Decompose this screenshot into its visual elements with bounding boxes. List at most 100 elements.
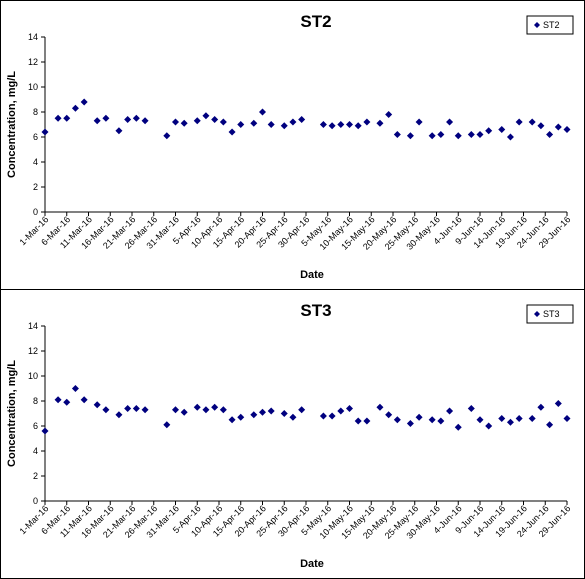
data-point-st2 [63, 114, 71, 122]
data-point-st2 [319, 121, 327, 128]
y-tick-label: 6 [33, 421, 38, 431]
data-point-st3 [476, 416, 484, 424]
data-point-st2 [93, 117, 101, 125]
data-point-st2 [393, 131, 401, 138]
data-point-st2 [485, 127, 493, 135]
data-point-st2 [219, 118, 227, 126]
data-point-st2 [202, 112, 210, 120]
chart-title: ST3 [300, 301, 331, 320]
data-point-st2 [132, 114, 140, 122]
data-point-st3 [193, 403, 201, 411]
y-tick-label: 10 [28, 371, 38, 381]
data-point-st3 [132, 405, 140, 412]
y-tick-label: 14 [28, 32, 38, 42]
y-tick-label: 14 [28, 321, 38, 331]
data-point-st3 [219, 406, 227, 414]
y-tick-label: 0 [33, 496, 38, 506]
y-axis-label: Concentration, mg/L [6, 71, 18, 178]
data-point-st3 [280, 410, 288, 417]
data-point-st2 [289, 118, 297, 126]
data-point-st2 [385, 111, 393, 118]
data-point-st3 [80, 396, 88, 404]
data-point-st2 [498, 126, 506, 133]
data-point-st2 [506, 133, 514, 141]
data-point-st2 [211, 116, 219, 123]
data-point-st3 [298, 406, 306, 414]
data-point-st3 [506, 418, 514, 426]
data-point-st3 [563, 415, 571, 422]
data-point-st2 [54, 114, 62, 122]
data-point-st3 [393, 416, 401, 424]
data-point-st3 [467, 405, 475, 412]
data-point-st2 [454, 132, 462, 140]
data-point-st2 [172, 118, 179, 126]
data-point-st2 [376, 119, 384, 127]
data-point-st2 [228, 128, 236, 136]
legend: ST3 [526, 304, 574, 324]
data-point-st2 [124, 116, 132, 123]
legend-label: ST3 [543, 309, 560, 319]
data-point-st3 [259, 408, 266, 416]
y-tick-label: 4 [33, 157, 38, 167]
data-point-st3 [554, 400, 562, 407]
data-point-st2 [437, 131, 445, 138]
legend: ST2 [526, 15, 574, 35]
chart-st2: ST2024681012141-Mar-166-Mar-1611-Mar-161… [6, 12, 574, 281]
data-point-st2 [446, 118, 454, 126]
y-tick-label: 10 [28, 82, 38, 92]
chart-panel-st3: ST3 0 2 4 6 8 10 12 14 1-Mar-16 6-Mar-16 11-Mar-16 1… [0, 289, 585, 579]
data-point-st2 [102, 114, 110, 122]
data-point-st2 [337, 121, 345, 128]
data-point-st3 [141, 406, 149, 414]
legend-box [526, 304, 574, 324]
data-point-st2 [415, 118, 423, 126]
data-point-st3 [406, 420, 414, 427]
y-tick-label: 8 [33, 107, 38, 117]
data-point-st3 [180, 408, 188, 416]
data-point-st2 [180, 119, 188, 127]
data-point-st2 [428, 132, 436, 140]
y-tick-label: 2 [33, 471, 38, 481]
y-tick-label: 12 [28, 57, 38, 67]
y-tick-label: 2 [33, 182, 38, 192]
data-point-st3 [289, 413, 297, 421]
data-point-st3 [71, 385, 79, 392]
data-point-st2 [80, 98, 88, 106]
data-point-st2 [259, 108, 266, 116]
data-point-st3 [446, 407, 454, 415]
data-point-st3 [211, 403, 219, 411]
data-point-st3 [546, 421, 554, 429]
legend-label: ST2 [543, 20, 560, 30]
data-point-st3 [63, 398, 71, 406]
data-point-st3 [363, 417, 371, 425]
data-point-st3 [437, 417, 445, 425]
data-point-st3 [337, 407, 345, 415]
data-point-st3 [319, 412, 327, 420]
data-point-st2 [298, 116, 306, 123]
data-point-st2 [528, 118, 536, 126]
data-point-st2 [563, 126, 571, 133]
y-tick-label: 6 [33, 132, 38, 142]
data-point-st3 [267, 407, 275, 415]
data-point-st2 [467, 131, 475, 138]
data-point-st3 [163, 421, 171, 429]
data-point-st3 [172, 406, 179, 414]
legend-marker [534, 22, 540, 28]
data-point-st2 [141, 117, 149, 125]
data-point-st3 [54, 396, 62, 404]
data-point-st3 [250, 411, 258, 419]
data-point-st2 [71, 104, 79, 112]
data-point-st2 [537, 122, 545, 130]
y-tick-label: 8 [33, 396, 38, 406]
y-axis-label: Concentration, mg/L [6, 360, 18, 467]
data-point-st3 [515, 415, 523, 422]
data-point-st3 [528, 415, 536, 422]
y-tick-label: 4 [33, 446, 38, 456]
x-axis-label: Date [300, 558, 324, 570]
data-point-st3 [354, 417, 362, 425]
data-point-st2 [354, 122, 362, 130]
legend-marker [534, 311, 540, 317]
chart-title: ST2 [300, 12, 331, 31]
data-point-st3 [124, 405, 132, 412]
